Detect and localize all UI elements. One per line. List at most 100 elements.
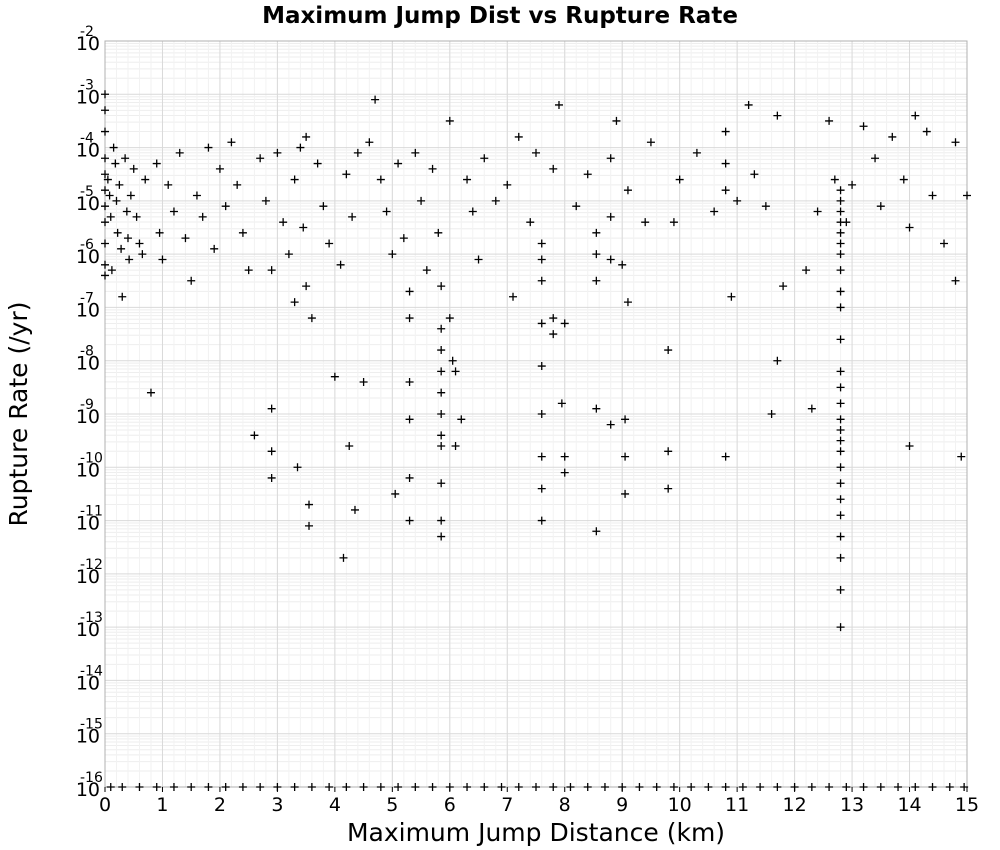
data-point [437,388,446,397]
x-tick-label: 3 [271,794,283,816]
data-point [721,783,730,791]
data-point [836,239,845,248]
data-point [836,415,845,424]
data-point [836,186,845,195]
data-point [405,516,414,525]
data-point [152,783,161,791]
data-point [457,415,466,424]
data-point [549,314,558,323]
data-point [434,228,443,237]
data-point [836,228,845,237]
data-point [463,175,472,184]
data-point [836,287,845,296]
data-point [876,202,885,211]
data-point [115,180,124,189]
data-point [273,783,282,791]
data-point [836,207,845,216]
data-point [911,111,920,120]
data-point [767,410,776,418]
y-tick-label: 10-7 [76,290,100,321]
data-point [118,783,127,791]
data-point [192,191,201,200]
x-tick-label: 12 [783,794,807,816]
data-point [951,138,960,147]
data-point [721,452,730,461]
data-point [963,191,971,200]
data-point [101,106,109,115]
data-point [727,292,736,301]
data-point [422,266,431,275]
data-point [922,127,931,136]
data-point [250,431,259,440]
data-point [509,292,518,301]
data-point [503,180,512,189]
data-point [302,132,311,141]
data-point [779,282,788,291]
data-point [267,266,276,275]
data-point [773,111,782,120]
data-point [836,250,845,259]
data-point [621,415,630,424]
data-point [244,266,253,275]
data-point [675,175,684,184]
data-point [807,404,816,413]
data-point [836,436,845,445]
data-point [307,314,316,323]
data-point [618,260,627,269]
y-tick-label: 10-16 [76,770,103,801]
data-point [121,154,130,163]
data-point [113,228,122,237]
y-tick-exponent: -11 [80,504,103,520]
y-tick-base: 10 [76,672,100,694]
data-point [807,783,816,791]
data-point [836,335,845,344]
y-tick-exponent: -5 [80,184,94,200]
data-point [480,783,489,791]
data-point [101,170,109,179]
data-point [123,234,132,243]
x-tick-label: 5 [386,794,398,816]
y-tick-exponent: -8 [80,344,94,360]
data-point [135,783,144,791]
data-point [267,447,276,456]
data-point [836,266,845,275]
data-point [646,138,655,147]
data-point [296,143,305,152]
data-point [437,431,446,440]
data-point [405,473,414,482]
data-point [537,410,546,418]
data-point [350,505,359,514]
x-axis: 0 1 2 3 4 5 6 7 8 9 10 11 12 13 14 15 [99,787,979,816]
data-point [305,521,314,530]
data-point [339,553,348,562]
data-point [336,260,345,269]
data-point [111,159,120,168]
data-point [307,783,316,791]
data-point [394,159,403,168]
data-point [945,783,954,791]
data-point [526,218,535,227]
data-point [871,154,880,163]
data-point [290,175,299,184]
data-point [744,100,753,109]
data-point [118,292,127,301]
data-point [238,783,247,791]
data-point [227,138,236,147]
data-point [394,783,403,791]
y-tick-base: 10 [76,406,100,428]
data-point [101,90,109,99]
data-point [474,255,483,264]
data-point [238,228,247,237]
data-point [101,127,109,136]
data-point [859,783,868,791]
data-point [169,783,178,791]
data-point [842,783,851,791]
data-point [345,441,354,450]
data-point [261,196,270,205]
data-point [371,95,380,104]
y-tick-base: 10 [76,193,100,215]
data-point [299,223,308,232]
x-axis-title: Maximum Jump Distance (km) [347,818,725,847]
data-point [497,783,506,791]
y-tick-base: 10 [76,140,100,162]
